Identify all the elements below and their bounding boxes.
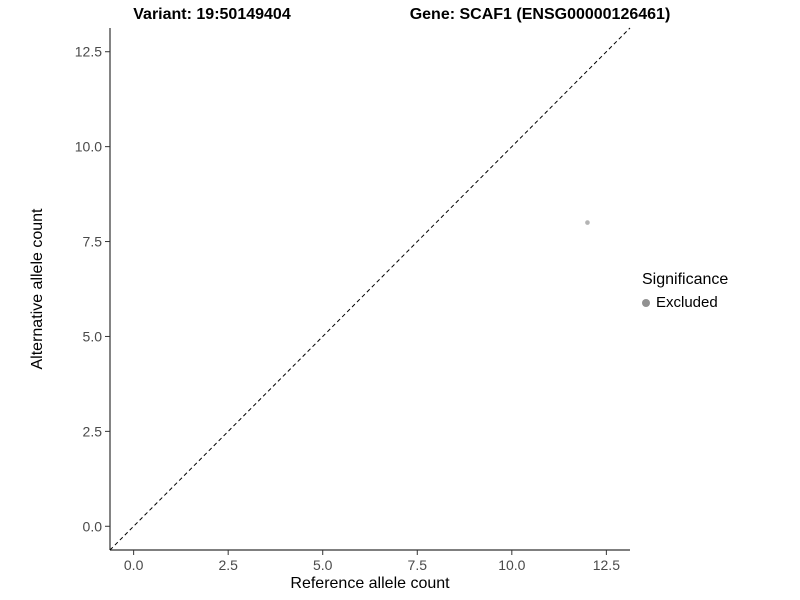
plot-title-variant: Variant: 19:50149404 bbox=[133, 6, 291, 23]
y-tick-label: 7.5 bbox=[83, 234, 103, 250]
x-tick-label: 10.0 bbox=[498, 557, 525, 573]
identity-line bbox=[109, 27, 631, 551]
identity-reference-line bbox=[109, 27, 631, 551]
x-tick-label: 0.0 bbox=[124, 557, 144, 573]
y-tick-label: 10.0 bbox=[75, 139, 102, 155]
y-tick-label: 12.5 bbox=[75, 44, 102, 60]
x-tick-label: 5.0 bbox=[313, 557, 333, 573]
legend-title: Significance bbox=[642, 271, 729, 288]
data-point bbox=[585, 220, 590, 225]
data-points bbox=[585, 220, 590, 225]
y-tick-label: 5.0 bbox=[83, 328, 103, 344]
legend-item-label: Excluded bbox=[656, 294, 718, 312]
x-axis-title: Reference allele count bbox=[290, 575, 450, 592]
legend-items: Excluded bbox=[642, 294, 797, 311]
plot-title-gene: Gene: SCAF1 (ENSG00000126461) bbox=[410, 6, 671, 23]
y-tick-label: 2.5 bbox=[83, 423, 103, 439]
legend-swatch-icon bbox=[642, 298, 650, 307]
x-tick-label: 2.5 bbox=[218, 557, 238, 573]
axis-ticks: 0.0 2.5 5.0 7.5 10.0 12.5 0.0 2.5 5.0 7.5 10.0 12.5 bbox=[75, 44, 620, 573]
y-tick-label: 0.0 bbox=[83, 518, 103, 534]
legend: Significance Excluded bbox=[642, 270, 797, 311]
legend-item: Excluded bbox=[642, 294, 797, 311]
x-tick-label: 12.5 bbox=[593, 557, 620, 573]
y-axis-title: Alternative allele count bbox=[29, 208, 46, 370]
x-tick-label: 7.5 bbox=[408, 557, 428, 573]
